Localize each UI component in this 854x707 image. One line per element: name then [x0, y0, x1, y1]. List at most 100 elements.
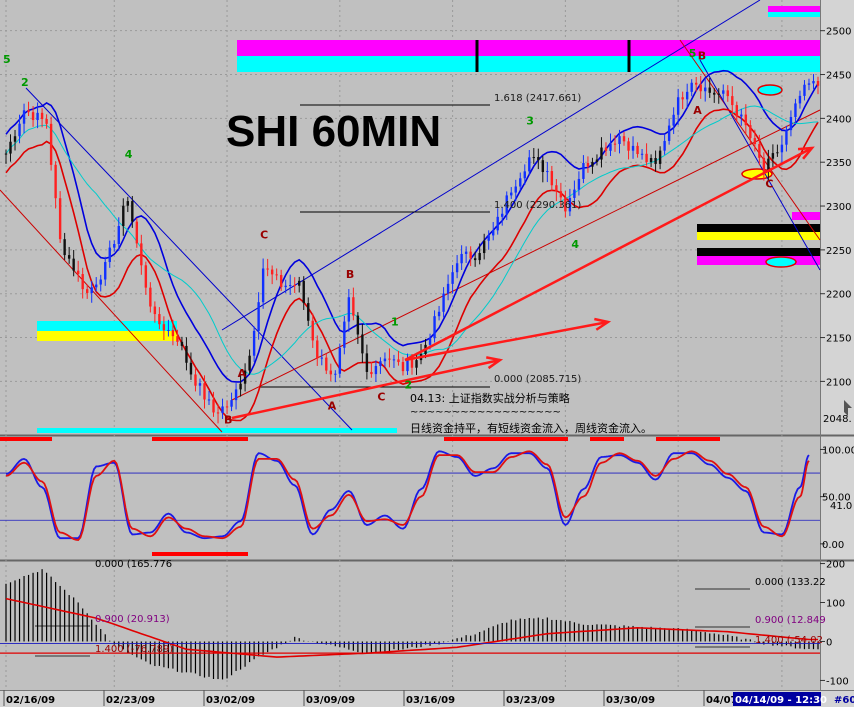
date-tick-label: 02/16/09 [6, 695, 55, 706]
grid [0, 0, 820, 690]
highlight-ellipse [765, 256, 797, 268]
candle-body [514, 186, 517, 193]
candle-body [627, 141, 630, 151]
candle-body [446, 283, 450, 294]
candle-body [550, 171, 554, 186]
candle-body [555, 185, 558, 192]
candle-body [225, 406, 229, 408]
candle-body [162, 324, 166, 331]
candle-body [744, 114, 748, 126]
candle-body [564, 197, 567, 212]
candle-body [771, 153, 775, 159]
wave-label: B [224, 413, 232, 426]
candle-body [640, 153, 644, 155]
candle-body [532, 157, 535, 159]
date-axis-labels: 02/16/09 02/23/09 03/02/09 03/09/09 03/16/09… [3, 690, 854, 706]
candle-body [95, 284, 98, 288]
wave-label: C [765, 178, 773, 191]
candle-body [58, 198, 62, 240]
arrow-head [594, 317, 612, 331]
date-tick-label: 03/30/09 [606, 695, 655, 706]
candle-body [442, 293, 445, 312]
candle-body [568, 197, 572, 212]
candle-body [140, 243, 143, 266]
wave-label: A [328, 399, 337, 412]
candle-body [135, 221, 139, 244]
candle-body [9, 141, 12, 154]
candle-body [22, 110, 26, 124]
candle-body [789, 117, 793, 131]
candle-body [501, 213, 504, 217]
candle-body [460, 253, 463, 264]
candle-body [189, 362, 193, 375]
candle-body [496, 216, 499, 231]
wave-label: 2 [21, 76, 29, 89]
trend-arrow [231, 358, 501, 420]
candle-body [780, 144, 784, 153]
price-axis-labels: 2500 2450 2400 2350 2300 2250 2200 2150 2100 2048… [820, 27, 852, 425]
candle-body [352, 297, 355, 316]
candle-body [613, 143, 617, 145]
wave-label: A [693, 104, 702, 117]
candle-body [595, 159, 599, 162]
date-tick-label: #60 [834, 695, 854, 706]
magenta-band [768, 6, 820, 12]
stochastic-oscillator: 100.00 50.00 0.00 41.0 [0, 437, 854, 556]
scroll-arrow-icon[interactable] [844, 400, 852, 416]
wave-label: B [346, 268, 354, 281]
candle-body [523, 171, 526, 179]
candle-body [699, 84, 702, 92]
stoch-slow-line [5, 450, 810, 542]
wave-label: B [698, 50, 706, 63]
candle-body [126, 201, 129, 206]
wave-label: C [377, 391, 385, 404]
candle-body [487, 235, 490, 241]
candle-body [338, 347, 342, 374]
candle-body [370, 371, 373, 375]
cyan-band [37, 428, 397, 433]
candle-body [704, 87, 707, 92]
candle-body [243, 370, 247, 384]
wave-label: 4 [571, 238, 579, 251]
candle-body [798, 95, 802, 104]
candle-body [582, 163, 585, 179]
downtrend-channel [699, 59, 821, 271]
date-tick-label: 03/09/09 [306, 695, 355, 706]
candle-body [176, 336, 179, 342]
candle-body [144, 265, 148, 288]
candle-body [343, 321, 346, 348]
candle-body [316, 340, 319, 359]
candle-body [451, 272, 454, 284]
stoch-tick-label: 0.00 [822, 540, 844, 551]
candle-body [505, 195, 508, 214]
price-tick-label: 2300 [826, 202, 851, 213]
candle-body [695, 82, 698, 85]
candle-body [807, 83, 811, 85]
candle-body [469, 251, 472, 259]
candle-body [31, 112, 35, 121]
candle-body [537, 157, 540, 161]
candle-body [76, 270, 80, 275]
candle-body [329, 370, 332, 375]
candle-body [519, 178, 522, 187]
candle-body [649, 158, 653, 163]
candle-body [609, 143, 612, 151]
candle-body [27, 110, 30, 113]
candle-body [735, 105, 738, 117]
candle-body [681, 97, 684, 100]
candle-body [49, 123, 53, 165]
candle-body [767, 158, 770, 172]
candle-body [785, 130, 788, 145]
candle-body [473, 258, 477, 261]
macd-histogram: 200 100 0 -100 0.000 (133.22 0.900 (20.913) 0.… [0, 559, 849, 687]
macd-tick-label: 0 [826, 637, 832, 648]
price-tick-label: 2350 [826, 158, 851, 169]
price-tick-label: 2400 [826, 114, 851, 125]
magenta-band [237, 40, 820, 56]
candle-body [636, 145, 639, 155]
yellow-band [37, 331, 177, 341]
candle-body [207, 399, 211, 401]
